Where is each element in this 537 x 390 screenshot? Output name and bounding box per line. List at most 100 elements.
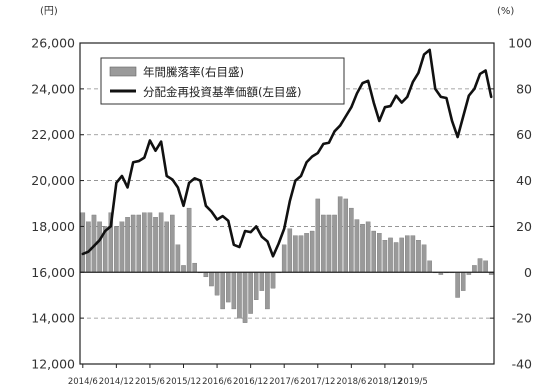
bar xyxy=(293,235,298,273)
left-axis-unit: (円) xyxy=(40,6,58,17)
right-tick-label: -20 xyxy=(512,311,532,326)
left-tick-label: 26,000 xyxy=(31,36,75,51)
bar xyxy=(225,272,231,303)
bar xyxy=(472,265,477,273)
bar xyxy=(220,272,225,310)
bar xyxy=(265,272,270,310)
bar xyxy=(203,272,209,278)
bar-series-annual-return xyxy=(80,196,494,323)
bar xyxy=(281,244,287,273)
bar xyxy=(298,235,304,273)
bar xyxy=(192,262,197,273)
x-tick-label: 2016/6 xyxy=(202,377,232,387)
bar xyxy=(86,221,91,273)
left-tick-label: 16,000 xyxy=(31,265,75,280)
bar xyxy=(332,214,337,273)
bar xyxy=(242,272,248,323)
bar xyxy=(343,198,349,273)
bar xyxy=(119,221,125,273)
bar xyxy=(399,237,404,273)
x-tick-label: 2014/6 xyxy=(68,377,98,387)
bar xyxy=(427,260,432,273)
bar xyxy=(125,217,130,273)
bar xyxy=(337,196,343,273)
bar xyxy=(248,272,253,314)
bar xyxy=(80,212,86,273)
bar xyxy=(455,272,460,298)
bar xyxy=(405,235,410,273)
bar xyxy=(209,272,214,287)
left-tick-label: 22,000 xyxy=(31,127,75,142)
bar xyxy=(393,242,399,273)
bar xyxy=(181,265,186,273)
bar xyxy=(410,235,416,273)
bar xyxy=(214,272,220,296)
bar xyxy=(153,217,158,273)
left-axis: 12,000 14,000 16,000 18,000 20,000 22,000 24,0… xyxy=(31,36,84,372)
bar xyxy=(377,233,382,273)
x-tick-label: 2015/12 xyxy=(166,377,201,387)
bar xyxy=(270,272,276,289)
x-tick-label: 2018/12 xyxy=(367,377,402,387)
x-axis: 2014/6 2014/12 2015/6 2015/12 2016/6 2016/12 2… xyxy=(68,364,428,387)
bar xyxy=(349,207,354,273)
left-tick-label: 18,000 xyxy=(31,219,75,234)
grid xyxy=(80,88,494,319)
x-tick-label: 2016/12 xyxy=(233,377,268,387)
right-axis: -40 -20 0 20 40 60 80 100 xyxy=(490,36,532,372)
left-tick-label: 20,000 xyxy=(31,173,75,188)
bar xyxy=(321,214,326,273)
x-tick-label: 2015/6 xyxy=(135,377,165,387)
left-tick-label: 14,000 xyxy=(31,311,75,326)
bar xyxy=(170,214,175,273)
line-series-nav xyxy=(81,48,493,258)
bar xyxy=(142,212,147,273)
bar xyxy=(237,272,242,319)
bar xyxy=(421,244,427,273)
legend-label-bar: 年間騰落率(右目盛) xyxy=(143,65,244,79)
bar xyxy=(253,272,259,300)
bar xyxy=(460,272,466,291)
left-tick-label: 24,000 xyxy=(31,81,75,96)
x-tick-label: 2019/5 xyxy=(398,377,428,387)
x-tick-label: 2017/6 xyxy=(269,377,299,387)
bar xyxy=(416,240,421,273)
x-tick-label: 2018/6 xyxy=(336,377,366,387)
right-tick-label: 80 xyxy=(516,81,532,96)
bar xyxy=(483,260,488,273)
bar xyxy=(315,198,321,273)
right-tick-label: -40 xyxy=(512,357,532,372)
bar xyxy=(97,221,102,273)
legend-swatch-bar xyxy=(109,66,137,77)
bar xyxy=(136,214,142,273)
bar xyxy=(354,219,360,273)
legend-label-line: 分配金再投資基準価額(左目盛) xyxy=(143,85,301,99)
bar xyxy=(365,221,371,273)
bar xyxy=(371,230,376,273)
nav-line xyxy=(81,48,493,258)
plot-frame xyxy=(79,42,495,365)
left-tick-label: 12,000 xyxy=(31,357,75,372)
bar xyxy=(114,226,119,273)
bar xyxy=(164,221,169,273)
bar xyxy=(360,223,365,273)
bar xyxy=(175,244,181,273)
bar xyxy=(309,230,315,273)
bar xyxy=(382,240,388,273)
legend-box xyxy=(100,57,345,105)
bar xyxy=(231,272,237,310)
bar xyxy=(147,212,153,273)
bar xyxy=(477,258,483,273)
right-tick-label: 0 xyxy=(524,265,532,280)
right-tick-label: 100 xyxy=(508,36,532,51)
bar xyxy=(259,272,265,291)
bar xyxy=(186,207,192,273)
right-tick-label: 60 xyxy=(516,127,532,142)
right-axis-unit: (%) xyxy=(497,6,514,17)
bar xyxy=(130,214,136,273)
bar xyxy=(287,228,293,273)
plot-border xyxy=(79,42,495,365)
bar xyxy=(158,212,164,273)
bar xyxy=(388,237,393,273)
